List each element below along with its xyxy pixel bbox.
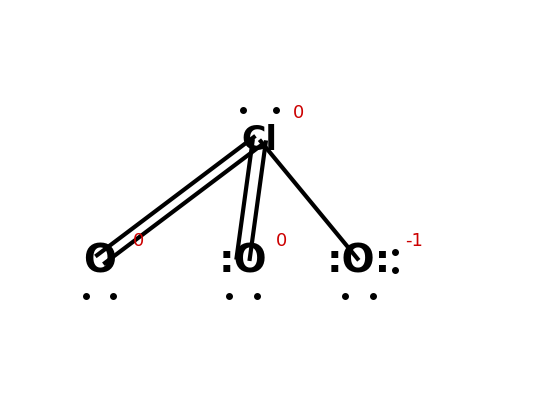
Text: 0: 0 <box>293 103 304 121</box>
Text: -1: -1 <box>405 232 423 249</box>
Text: Cl: Cl <box>242 124 277 157</box>
Text: :O: :O <box>219 242 267 279</box>
Text: 0: 0 <box>276 232 287 249</box>
Text: O: O <box>83 242 116 279</box>
Text: :O:: :O: <box>327 242 391 279</box>
Text: 0: 0 <box>132 232 144 249</box>
